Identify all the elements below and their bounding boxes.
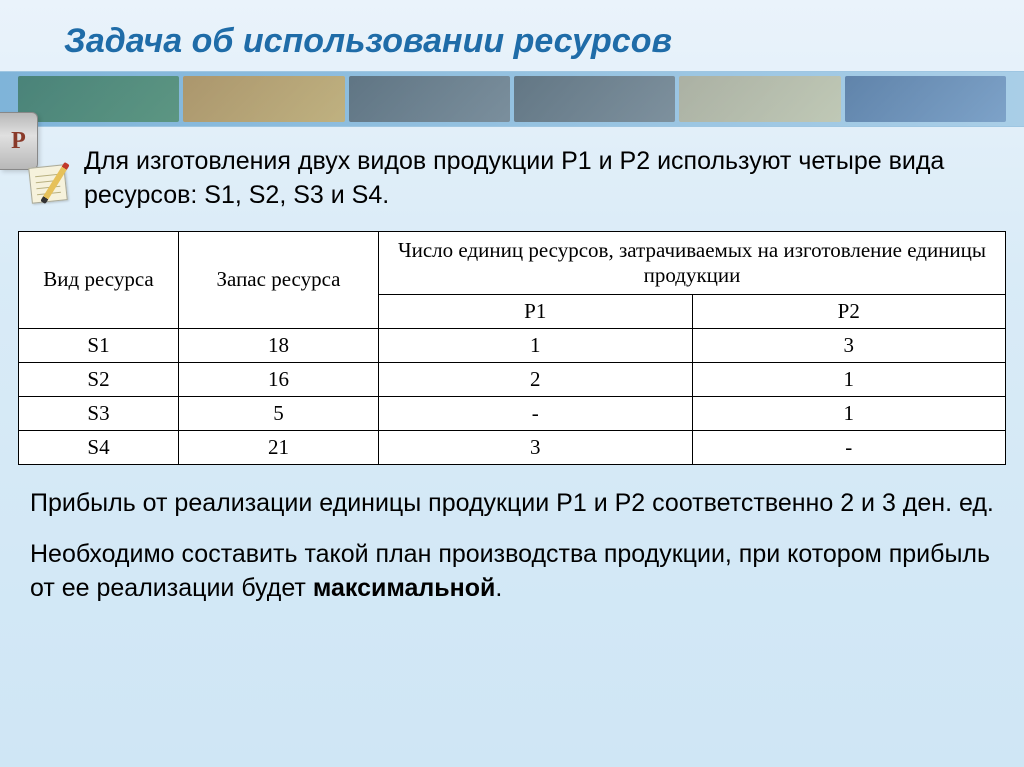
banner-cell [183,76,344,122]
table-header-resource: Вид ресурса [19,231,179,328]
table-subheader-p1: Р1 [379,294,693,328]
cell-p2: 3 [692,328,1006,362]
cell-p2: 1 [692,362,1006,396]
table-header-stock: Запас ресурса [179,231,379,328]
cell-p1: 2 [379,362,693,396]
cell-p2: 1 [692,396,1006,430]
cell-resource: S4 [19,430,179,464]
table-subheader-p2: Р2 [692,294,1006,328]
cell-stock: 21 [179,430,379,464]
slide-title: Задача об использовании ресурсов [0,0,1024,71]
table-row: S3 5 - 1 [19,396,1006,430]
cell-p1: 1 [379,328,693,362]
resources-table: Вид ресурса Запас ресурса Число единиц р… [18,231,1006,465]
banner-cell [349,76,510,122]
task-text-prefix: Необходимо составить такой план производ… [30,540,990,602]
task-paragraph: Необходимо составить такой план производ… [0,538,1024,606]
cell-stock: 16 [179,362,379,396]
intro-paragraph: Для изготовления двух видов продукции Р1… [0,127,1024,223]
cell-p2: - [692,430,1006,464]
profit-paragraph: Прибыль от реализации единицы продукции … [0,487,1024,521]
cell-stock: 18 [179,328,379,362]
banner-cell [845,76,1006,122]
table-row: S4 21 3 - [19,430,1006,464]
bookmark-letter: Р [11,128,26,155]
cell-resource: S2 [19,362,179,396]
table-row: S2 16 2 1 [19,362,1006,396]
banner-cell [514,76,675,122]
cell-stock: 5 [179,396,379,430]
task-text-bold: максимальной [313,574,496,602]
slide: Задача об использовании ресурсов Р Для и… [0,0,1024,767]
banner-cell [679,76,840,122]
cell-resource: S1 [19,328,179,362]
table-header-units: Число единиц ресурсов, затрачиваемых на … [379,231,1006,294]
notepad-icon [28,162,74,206]
decorative-banner [0,71,1024,127]
banner-cell [18,76,179,122]
cell-resource: S3 [19,396,179,430]
cell-p1: - [379,396,693,430]
table-row: S1 18 1 3 [19,328,1006,362]
task-text-suffix: . [495,574,502,602]
cell-p1: 3 [379,430,693,464]
